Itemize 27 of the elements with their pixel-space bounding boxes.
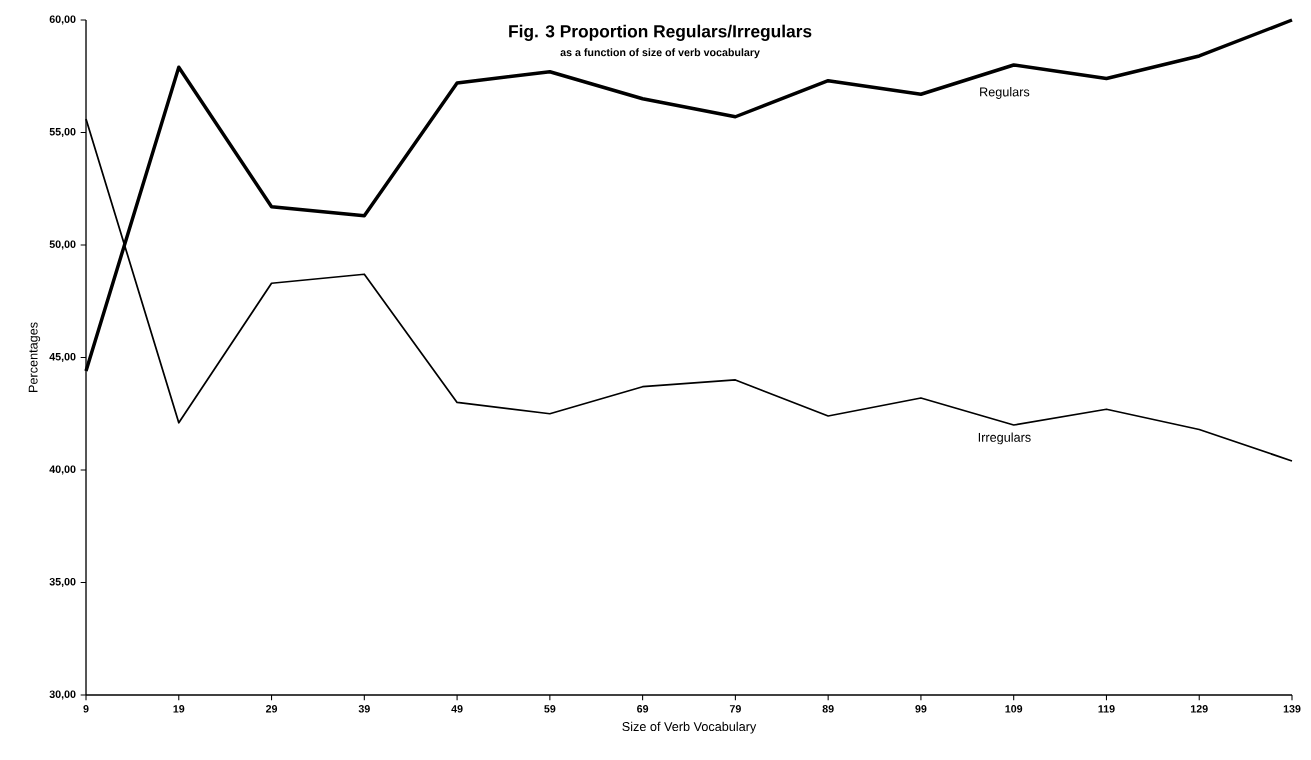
x-tick-label: 139 [1283, 705, 1301, 713]
chart-title: Fig. 3 Proportion Regulars/Irregulars [509, 24, 812, 41]
series-label: Irregulars [978, 432, 1031, 445]
x-tick-label: 9 [83, 705, 89, 713]
x-tick-label: 89 [822, 705, 834, 713]
y-tick-label: 55,00 [49, 127, 76, 138]
x-tick-label: 49 [451, 705, 463, 713]
y-tick-label: 45,00 [49, 352, 76, 363]
x-tick-label: 39 [358, 705, 370, 713]
y-tick-label: 35,00 [49, 577, 76, 588]
y-tick-label: 60,00 [49, 15, 76, 25]
series-label: Regulars [980, 87, 1030, 99]
y-tick-label: 30,00 [49, 690, 76, 700]
y-tick-label: 40,00 [49, 465, 76, 475]
x-axis-title: Size of Verb Vocabulary [622, 721, 757, 734]
x-tick-label: 59 [544, 705, 556, 713]
x-tick-label: 19 [173, 705, 185, 713]
x-tick-label: 109 [1005, 705, 1023, 713]
x-tick-label: 69 [637, 705, 649, 713]
y-axis-title: Percentages [28, 322, 41, 392]
text: as a function of size of verb vocabulary [560, 48, 760, 59]
x-tick-label: 119 [1098, 705, 1115, 713]
x-tick-label: 99 [915, 705, 927, 713]
x-tick-label: 29 [265, 705, 278, 713]
x-tick-label: 79 [729, 705, 741, 713]
x-tick-label: 129 [1191, 705, 1208, 713]
y-tick-label: 50,00 [49, 240, 76, 250]
